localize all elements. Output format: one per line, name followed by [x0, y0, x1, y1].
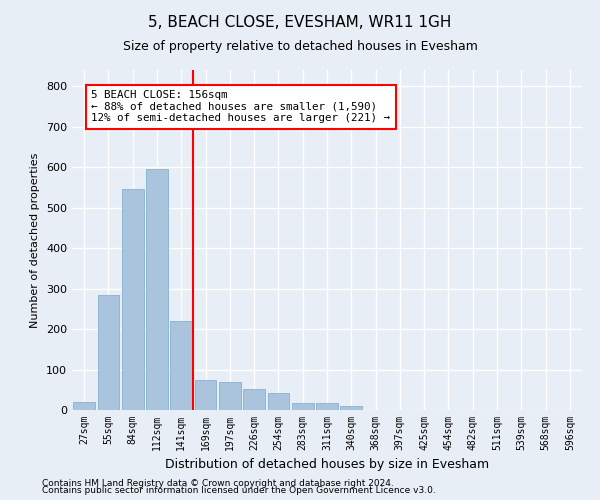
Bar	[340, 406, 362, 410]
Text: 5, BEACH CLOSE, EVESHAM, WR11 1GH: 5, BEACH CLOSE, EVESHAM, WR11 1GH	[148, 15, 452, 30]
Text: Contains public sector information licensed under the Open Government Licence v3: Contains public sector information licen…	[42, 486, 436, 495]
Y-axis label: Number of detached properties: Number of detached properties	[31, 152, 40, 328]
Text: 5 BEACH CLOSE: 156sqm
← 88% of detached houses are smaller (1,590)
12% of semi-d: 5 BEACH CLOSE: 156sqm ← 88% of detached …	[91, 90, 391, 124]
Bar	[73, 402, 95, 410]
X-axis label: Distribution of detached houses by size in Evesham: Distribution of detached houses by size …	[165, 458, 489, 471]
Bar	[194, 380, 217, 410]
Bar	[146, 169, 168, 410]
Bar	[219, 382, 241, 410]
Text: Size of property relative to detached houses in Evesham: Size of property relative to detached ho…	[122, 40, 478, 53]
Bar	[122, 190, 143, 410]
Text: Contains HM Land Registry data © Crown copyright and database right 2024.: Contains HM Land Registry data © Crown c…	[42, 478, 394, 488]
Bar	[97, 294, 119, 410]
Bar	[170, 321, 192, 410]
Bar	[268, 393, 289, 410]
Bar	[316, 402, 338, 410]
Bar	[292, 402, 314, 410]
Bar	[243, 389, 265, 410]
